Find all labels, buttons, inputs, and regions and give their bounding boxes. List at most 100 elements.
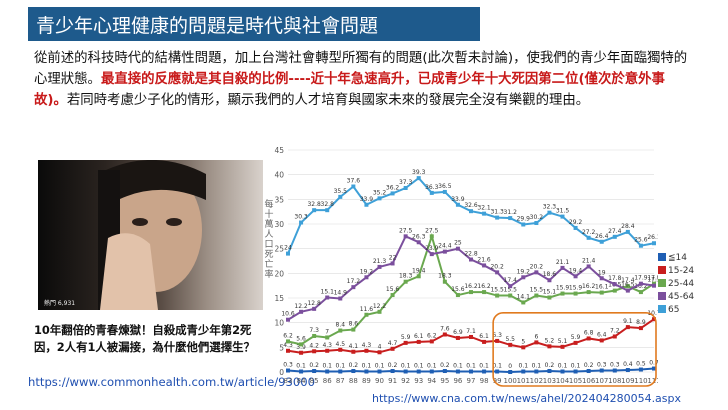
data-point bbox=[638, 290, 643, 295]
legend-swatch bbox=[658, 279, 666, 287]
data-point bbox=[364, 275, 369, 280]
data-label: 23.9 bbox=[425, 245, 439, 252]
data-label: 0.1 bbox=[453, 363, 463, 370]
data-label: 27.2 bbox=[582, 229, 596, 236]
body-paragraph: 從前述的科技時代的結構性問題，加上台灣社會轉型所獨有的問題(此次暫未討論)，使我… bbox=[34, 48, 694, 111]
page-title: 青少年心理健康的問題是時代與社會問題 bbox=[36, 15, 379, 37]
x-tick-label: 111 bbox=[647, 377, 658, 385]
data-point bbox=[521, 345, 526, 350]
data-point bbox=[652, 241, 656, 246]
data-label: 0.2 bbox=[309, 362, 319, 369]
data-point bbox=[364, 369, 369, 374]
data-label: 5.9 bbox=[571, 334, 581, 341]
data-point bbox=[455, 293, 460, 298]
data-point bbox=[403, 234, 408, 239]
data-label: 27.4 bbox=[608, 228, 622, 235]
data-point bbox=[586, 369, 591, 374]
data-label: 18.6 bbox=[543, 271, 557, 278]
data-point bbox=[312, 349, 317, 354]
data-point bbox=[495, 215, 500, 220]
data-point bbox=[469, 257, 473, 262]
legend-label: 65 bbox=[668, 305, 680, 315]
data-label: 6 bbox=[534, 333, 538, 340]
x-tick-label: 93 bbox=[414, 377, 423, 385]
data-label: 16.5 bbox=[621, 282, 635, 289]
chart-legend: ≦14 15-24 25-44 45-64 65 bbox=[658, 252, 694, 317]
data-point bbox=[299, 350, 304, 355]
y-tick-label: 15 bbox=[274, 294, 284, 303]
x-tick-label: 110 bbox=[634, 377, 647, 385]
data-point bbox=[325, 335, 330, 340]
data-point bbox=[508, 370, 513, 374]
data-label: 0.2 bbox=[545, 362, 555, 369]
data-point bbox=[560, 344, 565, 349]
data-label: 24 bbox=[284, 245, 292, 252]
data-label: 15.1 bbox=[543, 289, 557, 296]
data-point bbox=[299, 342, 304, 347]
data-point bbox=[652, 317, 656, 322]
data-point bbox=[416, 176, 421, 181]
data-label: 15.9 bbox=[569, 285, 583, 292]
y-tick-label: 45 bbox=[274, 146, 284, 155]
legend-swatch bbox=[658, 253, 666, 261]
y-tick-label: 25 bbox=[274, 245, 284, 254]
x-tick-label: 91 bbox=[388, 377, 397, 385]
data-point bbox=[560, 369, 565, 374]
data-label: 11.6 bbox=[360, 306, 374, 313]
data-label: 0.1 bbox=[322, 363, 332, 370]
data-label: 4.1 bbox=[349, 343, 359, 350]
data-label: 15.6 bbox=[386, 286, 400, 293]
data-label: 31.3 bbox=[490, 209, 504, 216]
data-label: 17.4 bbox=[621, 277, 635, 284]
data-label: 0.1 bbox=[414, 363, 424, 370]
data-label: 36.3 bbox=[425, 184, 439, 191]
data-label: 6.2 bbox=[427, 332, 437, 339]
data-label: 15.6 bbox=[451, 286, 465, 293]
data-point bbox=[573, 274, 578, 279]
data-label: 0.1 bbox=[466, 363, 476, 370]
data-label: 7.3 bbox=[309, 327, 319, 334]
data-point bbox=[429, 234, 434, 239]
data-point bbox=[547, 369, 552, 374]
data-point bbox=[495, 270, 500, 275]
data-label: 5.5 bbox=[505, 336, 515, 343]
data-point bbox=[599, 290, 604, 295]
data-label: 0.1 bbox=[427, 363, 437, 370]
data-label: 6.4 bbox=[597, 331, 607, 338]
data-label: 15.5 bbox=[530, 287, 544, 294]
data-point bbox=[377, 309, 382, 314]
source-link-cna[interactable]: https://www.cna.com.tw/news/ahel/2024042… bbox=[372, 392, 682, 405]
data-point bbox=[573, 340, 578, 345]
data-point bbox=[508, 293, 513, 298]
x-tick-label: 108 bbox=[608, 377, 621, 385]
data-point bbox=[403, 185, 408, 190]
legend-entry: 25-44 bbox=[658, 278, 694, 291]
data-point bbox=[573, 291, 578, 296]
data-label: 0.7 bbox=[649, 360, 658, 367]
data-point bbox=[638, 326, 643, 331]
data-label: 19.2 bbox=[360, 268, 374, 275]
data-point bbox=[325, 295, 330, 300]
data-label: 5 bbox=[521, 338, 525, 345]
paragraph-text-1: 從前述的科技時代的結構性問題，加上台灣社會轉型所獨有的問題(此次暫未討論)，使我… bbox=[34, 51, 688, 87]
data-point bbox=[599, 368, 604, 373]
data-point bbox=[312, 333, 317, 338]
data-point bbox=[625, 368, 630, 373]
data-point bbox=[652, 283, 656, 288]
data-point bbox=[638, 367, 643, 372]
data-label: 0.3 bbox=[597, 362, 607, 369]
y-axis-label: 每十萬人口死亡率 bbox=[264, 200, 274, 280]
title-bar: 青少年心理健康的問題是時代與社會問題 bbox=[28, 7, 480, 41]
x-tick-label: 90 bbox=[375, 377, 384, 385]
data-point bbox=[482, 290, 487, 295]
data-point bbox=[390, 293, 395, 298]
data-point bbox=[416, 369, 421, 374]
data-label: 0.3 bbox=[610, 362, 620, 369]
photo-watermark: 熱門 6,931 bbox=[44, 299, 75, 307]
source-link-commonhealth[interactable]: https://www.commonhealth.com.tw/article/… bbox=[28, 375, 316, 389]
data-label: 4.3 bbox=[283, 342, 293, 349]
data-label: 29.9 bbox=[517, 215, 531, 222]
data-point bbox=[547, 344, 552, 349]
data-label: 16.2 bbox=[582, 283, 596, 290]
data-label: 32.8 bbox=[321, 201, 335, 208]
